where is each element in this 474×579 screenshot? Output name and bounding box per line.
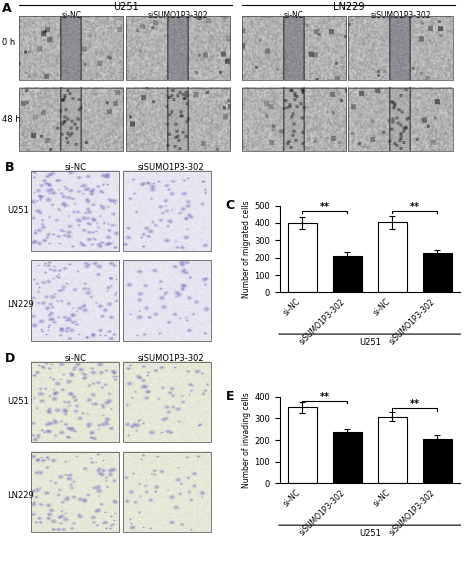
Bar (19, 16, 123, 80)
Bar (423, 254, 452, 292)
Bar (378, 222, 407, 292)
Bar (333, 256, 362, 292)
Bar (123, 452, 211, 532)
Text: LN229: LN229 (333, 2, 364, 12)
Text: **: ** (319, 202, 330, 212)
Text: LN229: LN229 (7, 491, 34, 500)
Bar (126, 87, 230, 151)
Text: 0 h: 0 h (2, 38, 16, 47)
Bar (123, 171, 211, 251)
Text: LN229: LN229 (7, 300, 34, 309)
Bar (348, 87, 453, 151)
Text: U251: U251 (7, 206, 29, 215)
Bar (288, 408, 317, 483)
Text: C: C (226, 199, 235, 211)
Bar (123, 261, 211, 340)
Bar (378, 417, 407, 483)
Text: U251: U251 (359, 338, 381, 347)
Bar (423, 439, 452, 483)
Text: si-NC: si-NC (65, 163, 87, 172)
Text: D: D (5, 352, 15, 365)
Text: **: ** (319, 392, 330, 402)
Bar (242, 16, 346, 80)
Bar (126, 16, 230, 80)
Bar (31, 261, 118, 340)
Bar (31, 362, 118, 442)
Text: siSUMO1P3-302: siSUMO1P3-302 (137, 354, 204, 363)
Text: si-NC: si-NC (65, 354, 87, 363)
Text: B: B (5, 161, 14, 174)
Text: **: ** (410, 202, 420, 212)
Text: **: ** (410, 400, 420, 409)
Bar (19, 87, 123, 151)
Text: U251: U251 (7, 397, 29, 406)
Text: si-NC: si-NC (61, 11, 81, 20)
Text: siSUMO1P3-302: siSUMO1P3-302 (370, 11, 431, 20)
Bar (123, 362, 211, 442)
Bar (31, 452, 118, 532)
Y-axis label: Number of migrated cells: Number of migrated cells (242, 200, 251, 298)
Text: E: E (226, 390, 234, 402)
Text: si-NC: si-NC (284, 11, 304, 20)
Text: U251: U251 (359, 529, 381, 538)
Bar (333, 433, 362, 483)
Bar (31, 171, 118, 251)
Text: U251: U251 (113, 2, 138, 12)
Bar (242, 87, 346, 151)
Text: siSUMO1P3-302: siSUMO1P3-302 (137, 163, 204, 172)
Bar (348, 16, 453, 80)
Text: A: A (2, 2, 12, 14)
Text: 48 h: 48 h (2, 115, 21, 124)
Y-axis label: Number of invading cells: Number of invading cells (242, 392, 251, 488)
Bar (288, 223, 317, 292)
Text: siSUMO1P3-302: siSUMO1P3-302 (147, 11, 208, 20)
